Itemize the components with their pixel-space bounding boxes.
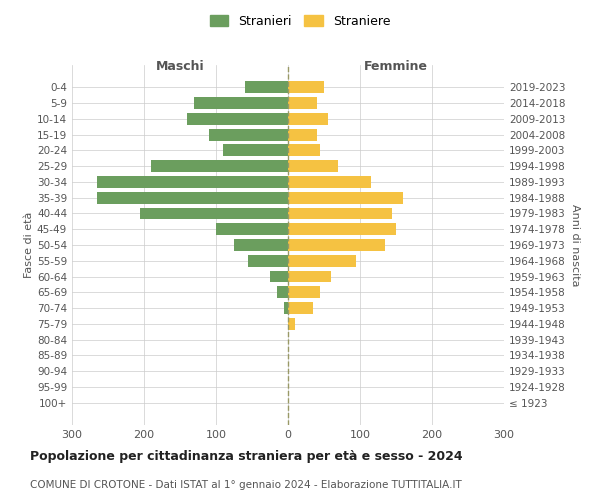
Text: Maschi: Maschi [155,60,205,73]
Bar [223,144,288,156]
Text: Femmine: Femmine [364,60,428,73]
Bar [288,113,328,124]
Bar [288,176,371,188]
Bar [97,176,288,188]
Bar [288,239,385,251]
Bar [288,128,317,140]
Bar [288,208,392,220]
Bar [284,302,288,314]
Bar [288,255,356,266]
Bar [288,82,324,93]
Legend: Stranieri, Straniere: Stranieri, Straniere [206,11,394,32]
Bar [288,224,396,235]
Bar [97,192,288,203]
Y-axis label: Anni di nascita: Anni di nascita [569,204,580,286]
Y-axis label: Fasce di età: Fasce di età [24,212,34,278]
Bar [248,255,288,266]
Bar [194,97,288,109]
Bar [270,270,288,282]
Bar [288,97,317,109]
Bar [288,160,338,172]
Bar [288,144,320,156]
Bar [288,270,331,282]
Bar [151,160,288,172]
Bar [234,239,288,251]
Bar [288,286,320,298]
Bar [288,318,295,330]
Bar [216,224,288,235]
Bar [277,286,288,298]
Bar [245,82,288,93]
Bar [288,192,403,203]
Bar [187,113,288,124]
Bar [288,302,313,314]
Text: Popolazione per cittadinanza straniera per età e sesso - 2024: Popolazione per cittadinanza straniera p… [30,450,463,463]
Bar [209,128,288,140]
Text: COMUNE DI CROTONE - Dati ISTAT al 1° gennaio 2024 - Elaborazione TUTTITALIA.IT: COMUNE DI CROTONE - Dati ISTAT al 1° gen… [30,480,462,490]
Bar [140,208,288,220]
